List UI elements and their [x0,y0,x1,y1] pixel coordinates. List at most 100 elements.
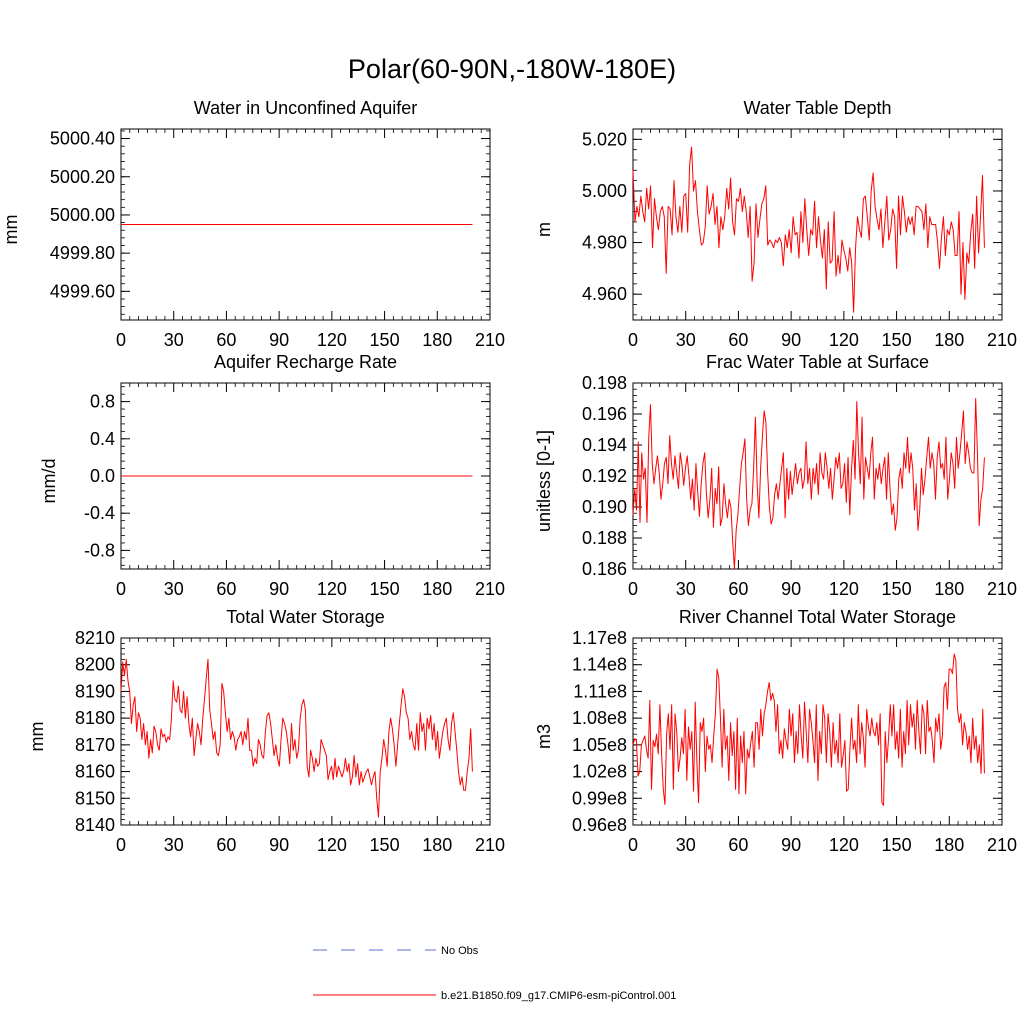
y-tick-label: 4999.60 [50,281,115,301]
x-tick-label: 120 [829,579,859,599]
x-tick-label: 0 [628,330,638,350]
x-tick-label: 180 [422,835,452,855]
y-tick-label: 8140 [75,815,115,835]
x-tick-label: 120 [317,330,347,350]
chart-panel-total-water-storage: Total Water Storage 0 30 60 90 120 150 180 210 81… [27,607,505,855]
x-tick-label: 0 [628,835,638,855]
x-tick-label: 30 [676,330,696,350]
x-tick-label: 90 [781,835,801,855]
y-tick-label: 0.8 [90,392,115,412]
x-tick-label: 210 [987,579,1017,599]
x-tick-label: 150 [370,835,400,855]
x-tick-label: 30 [164,330,184,350]
legend: No Obs b.e21.B1850.f09_g17.CMIP6-esm-piC… [313,945,676,1002]
series-line-model [632,653,985,806]
x-tick-label: 180 [934,330,964,350]
x-tick-label: 90 [781,330,801,350]
x-tick-label: 90 [269,579,289,599]
y-tick-label: 8170 [75,735,115,755]
y-tick-label: 8210 [75,628,115,648]
y-tick-label: 0.96e8 [572,815,627,835]
y-tick-label: 0.0 [90,466,115,486]
y-tick-label: -0.8 [84,540,115,560]
x-tick-label: 0 [116,835,126,855]
y-tick-label: 0.188 [582,528,627,548]
y-tick-label: 0.196 [582,404,627,424]
x-tick-label: 150 [882,835,912,855]
panel-title: Frac Water Table at Surface [706,352,929,372]
figure-title: Polar(60-90N,-180W-180E) [348,54,676,84]
series-line-model [632,146,985,313]
x-tick-label: 210 [475,330,505,350]
y-tick-label: 1.17e8 [572,628,627,648]
x-tick-label: 90 [781,579,801,599]
y-tick-label: 1.11e8 [573,681,627,701]
x-tick-label: 60 [728,330,748,350]
legend-model-label: b.e21.B1850.f09_g17.CMIP6-esm-piControl.… [441,990,676,1002]
x-tick-label: 120 [829,835,859,855]
chart-panel-water-table-depth: Water Table Depth 0 30 60 90 120 150 180 210 4.96… [534,98,1017,350]
x-tick-label: 150 [882,579,912,599]
y-tick-label: 1.08e8 [572,708,627,728]
x-tick-label: 0 [116,579,126,599]
x-tick-label: 120 [317,579,347,599]
y-tick-label: 5000.20 [50,167,115,187]
y-axis-label: mm/d [39,459,59,504]
x-tick-label: 150 [370,579,400,599]
y-tick-label: 0.190 [582,497,627,517]
y-tick-label: 5000.00 [50,205,115,225]
y-tick-label: 0.186 [582,559,627,579]
x-tick-label: 30 [164,579,184,599]
x-tick-label: 210 [987,835,1017,855]
y-tick-label: 8150 [75,788,115,808]
x-tick-label: 60 [216,579,236,599]
x-tick-label: 90 [269,330,289,350]
x-tick-label: 180 [422,330,452,350]
y-tick-label: 1.05e8 [572,735,627,755]
x-tick-label: 150 [882,330,912,350]
series-line-model [120,658,473,818]
x-tick-label: 60 [216,330,236,350]
x-tick-label: 0 [628,579,638,599]
panel-title: River Channel Total Water Storage [679,607,956,627]
y-tick-label: 5.000 [582,181,627,201]
x-tick-label: 60 [216,835,236,855]
panel-title: Water in Unconfined Aquifer [194,98,417,118]
y-tick-label: 1.14e8 [572,655,627,675]
legend-no-obs-label: No Obs [441,945,479,957]
chart-panels: Water in Unconfined Aquifer 0 30 60 90 120 150… [1,98,1017,855]
panel-title: Aquifer Recharge Rate [214,352,397,372]
panel-title: Water Table Depth [743,98,891,118]
x-tick-label: 150 [370,330,400,350]
chart-panel-water-unconfined-aquifer: Water in Unconfined Aquifer 0 30 60 90 120 150… [1,98,505,350]
y-tick-label: 0.198 [582,373,627,393]
x-tick-label: 210 [475,579,505,599]
x-tick-label: 180 [934,835,964,855]
x-tick-label: 180 [934,579,964,599]
series-line-model [632,398,985,570]
chart-panel-river-channel-storage: River Channel Total Water Storage 0 30 60 90… [534,607,1017,855]
x-tick-label: 180 [422,579,452,599]
x-tick-label: 30 [164,835,184,855]
x-tick-label: 210 [475,835,505,855]
y-tick-label: 0.99e8 [572,788,627,808]
y-axis-label: mm [27,722,47,752]
y-tick-label: 8200 [75,655,115,675]
y-tick-label: -0.4 [84,503,115,523]
panel-title: Total Water Storage [226,607,384,627]
x-tick-label: 0 [116,330,126,350]
x-tick-label: 120 [317,835,347,855]
y-tick-label: 0.194 [582,435,627,455]
x-tick-label: 210 [987,330,1017,350]
x-tick-label: 90 [269,835,289,855]
y-tick-label: 8160 [75,762,115,782]
y-tick-label: 1.02e8 [572,762,627,782]
x-tick-label: 30 [676,579,696,599]
y-tick-label: 4999.80 [50,243,115,263]
chart-panel-aquifer-recharge-rate: Aquifer Recharge Rate 0 30 60 90 120 150 180 210… [39,352,505,599]
x-tick-label: 60 [728,835,748,855]
y-axis-label: mm [1,215,21,245]
y-tick-label: 5.020 [582,129,627,149]
